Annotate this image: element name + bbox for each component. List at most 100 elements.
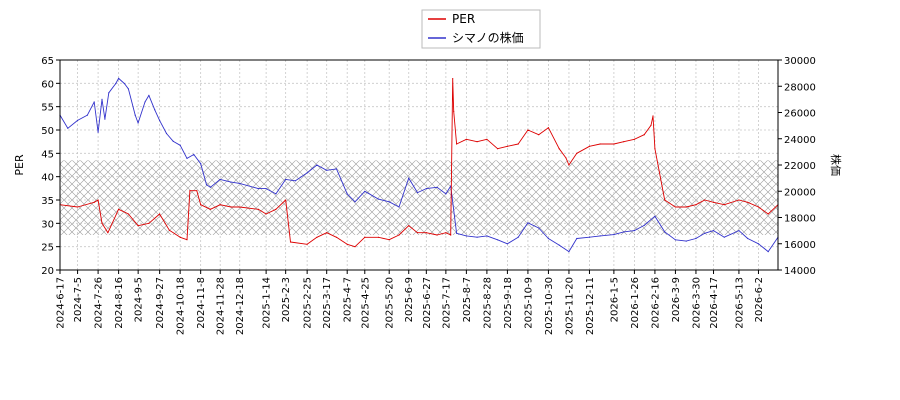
per-series-point <box>712 201 715 203</box>
x-tick-label: 2024-7-26 <box>94 277 105 329</box>
y-left-tick-label: 30 <box>41 219 54 230</box>
per-series-point <box>275 208 277 210</box>
x-tick-label: 2026-1-26 <box>630 277 641 329</box>
per-series-point <box>476 141 478 143</box>
x-tick-label: 2026-2-16 <box>650 277 661 329</box>
x-tick-label: 2025-10-9 <box>523 277 534 329</box>
y-left-tick-label: 20 <box>41 266 54 277</box>
price-series-point <box>275 193 277 195</box>
price-series-point <box>144 101 146 103</box>
per-series-point <box>137 225 139 227</box>
per-series-point <box>101 222 103 224</box>
x-tick-label: 2024-6-17 <box>56 277 67 329</box>
price-series-point <box>257 188 259 190</box>
x-tick-label: 2025-11-20 <box>564 277 575 335</box>
y-left-tick-label: 25 <box>41 243 54 254</box>
x-tick-label: 2025-6-9 <box>404 277 415 322</box>
per-series-point <box>445 232 447 234</box>
price-series-point <box>685 240 687 242</box>
x-tick-label: 2025-1-14 <box>262 277 273 329</box>
price-series <box>59 77 779 253</box>
price-series-point <box>165 132 168 135</box>
per-series-point <box>388 239 390 241</box>
per-series-point <box>239 206 241 208</box>
y-right-label: 株価 <box>829 154 843 176</box>
per-series-point <box>398 234 400 236</box>
price-series-point <box>97 131 99 133</box>
price-series-point <box>558 244 560 246</box>
price-series-point <box>664 231 666 233</box>
per-series-point <box>377 236 380 238</box>
y-right-tick-label: 14000 <box>784 266 816 277</box>
price-series-point <box>408 177 410 179</box>
price-series-point <box>209 186 211 188</box>
per-series-point <box>196 190 198 192</box>
price-series-point <box>388 201 390 203</box>
per-series-point <box>93 201 95 203</box>
price-series-point <box>159 119 161 121</box>
x-tick-label: 2026-1-5 <box>609 277 620 322</box>
price-series-point <box>654 215 656 217</box>
x-tick-label: 2024-9-5 <box>134 277 145 322</box>
price-series-point <box>285 178 287 180</box>
y-right-tick-label: 20000 <box>784 187 816 198</box>
price-series-point <box>674 239 677 241</box>
price-series-point <box>695 237 697 240</box>
per-series-point <box>408 225 410 227</box>
per-series-point <box>179 236 181 238</box>
per-series-point <box>127 213 129 215</box>
per-series-point <box>326 232 328 234</box>
price-series-point <box>172 140 174 142</box>
x-tick-label: 2026-4-17 <box>709 277 720 329</box>
legend-box <box>421 9 541 49</box>
x-tick-label: 2024-12-18 <box>235 277 246 335</box>
x-tick-label: 2026-6-2 <box>754 277 765 322</box>
x-tick-label: 2025-2-3 <box>281 277 292 322</box>
price-series-point <box>425 188 427 190</box>
price-series-point <box>568 251 570 253</box>
price-series-point <box>643 224 645 226</box>
price-series-point <box>108 92 110 94</box>
price-series-point <box>179 144 181 146</box>
price-series-point <box>377 198 380 200</box>
per-series-point <box>346 243 348 245</box>
per-series-point <box>695 204 697 206</box>
price-series-point <box>588 236 591 238</box>
per-series-point <box>364 236 366 238</box>
per-series-point <box>767 213 769 215</box>
y-right-tick-label: 26000 <box>784 109 816 120</box>
x-tick-label: 2025-12-11 <box>585 277 596 335</box>
price-series-point <box>134 114 136 116</box>
price-series-point <box>767 251 769 253</box>
per-series-point <box>576 152 578 154</box>
price-series-point <box>123 83 126 85</box>
per-series-point <box>465 138 467 140</box>
price-series-point <box>738 230 740 232</box>
price-series-point <box>456 232 458 234</box>
y-left-tick-label: 40 <box>41 173 54 184</box>
y-right-tick-label: 22000 <box>784 161 816 172</box>
price-series-point <box>137 122 139 124</box>
price-series-point <box>747 237 749 240</box>
per-series-point <box>599 143 601 145</box>
per-series-point <box>97 199 99 201</box>
price-series-point <box>346 193 348 195</box>
price-series-point <box>115 83 117 85</box>
x-tick-label: 2025-6-27 <box>422 277 433 329</box>
per-series-point <box>486 138 488 140</box>
per-series-point <box>265 213 267 215</box>
per-series-point <box>497 148 499 150</box>
per-series-point <box>107 232 109 234</box>
per-series-point <box>654 148 656 150</box>
x-tick-label: 2025-10-30 <box>544 277 555 335</box>
price-series-point <box>294 180 296 182</box>
price-series-point <box>219 178 221 180</box>
per-series <box>59 78 779 248</box>
per-series-point <box>664 199 666 201</box>
price-series-point <box>335 168 338 170</box>
x-tick-label: 2025-4-25 <box>360 277 371 329</box>
per-series-point <box>558 148 560 150</box>
price-series-point <box>306 172 308 174</box>
x-tick-label: 2025-7-17 <box>441 277 452 329</box>
price-series-point <box>576 237 578 240</box>
